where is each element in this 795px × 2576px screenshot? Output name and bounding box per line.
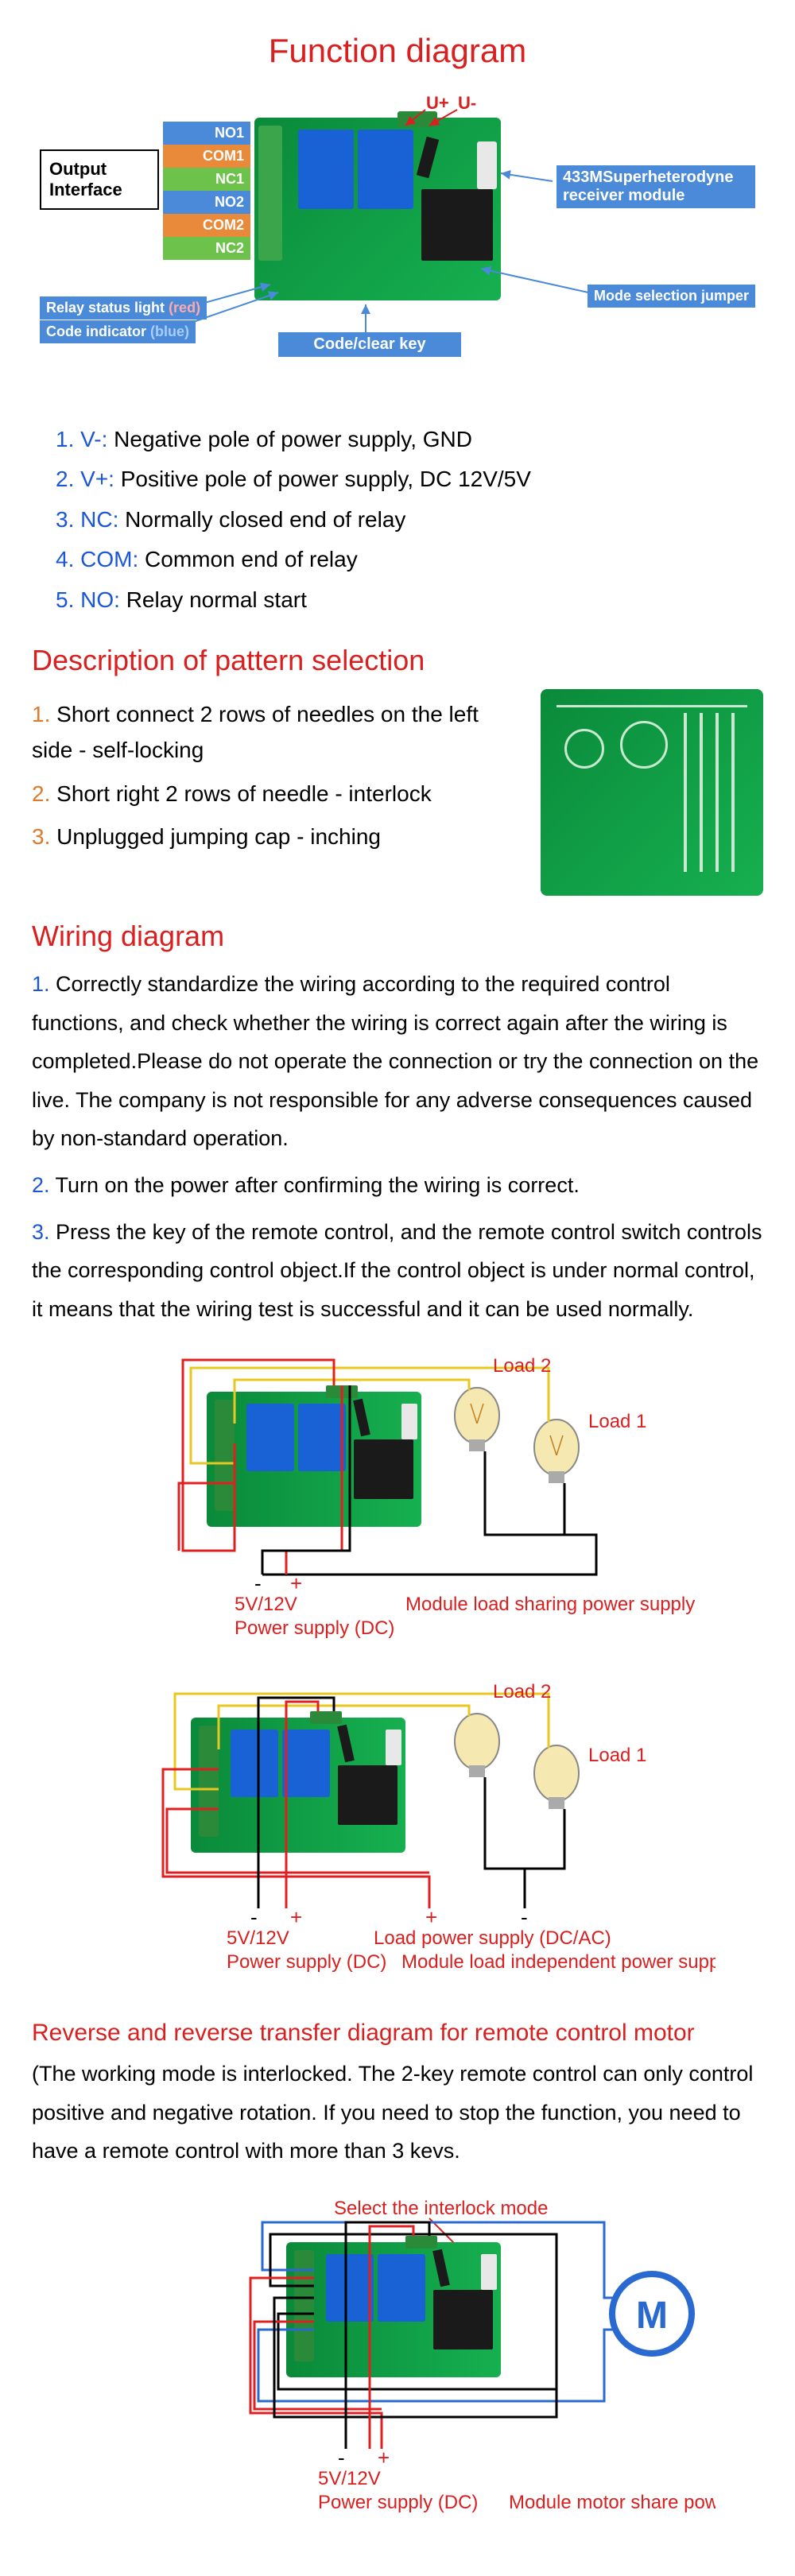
minus-label: - <box>250 1905 258 1929</box>
function-diagram: U+ U- Output Interface NO1 COM1 NC1 NO2 … <box>40 94 755 396</box>
pin-no2: NO2 <box>163 191 250 214</box>
psu-label: Power supply (DC) <box>318 2492 478 2513</box>
step-num: 2. <box>32 1173 50 1197</box>
plus-label: + <box>378 2446 390 2469</box>
code-clear-label: Code/clear key <box>278 332 461 357</box>
wiring-step: 3. Press the key of the remote control, … <box>32 1213 763 1329</box>
interlock-mode-label: Select the interlock mode <box>334 2198 548 2219</box>
psu-label: Power supply (DC) <box>227 1951 386 1973</box>
relay-status-label: Relay status light (red) <box>40 296 207 320</box>
pattern-num: 1. <box>32 702 50 726</box>
code-indicator-suffix: (blue) <box>150 323 189 339</box>
wiring-diagram-independent: Load 2 Load 1 - + + - 5V/12V Load power … <box>32 1678 763 1996</box>
wiring-svg-1: Load 2 Load 1 - + 5V/12V Power supply (D… <box>95 1352 700 1654</box>
pin-com1: COM1 <box>163 145 250 168</box>
minus-label-2: - <box>521 1905 528 1929</box>
step-num: 1. <box>32 972 50 996</box>
pattern-text: Short connect 2 rows of needles on the l… <box>32 702 479 762</box>
page-title: Function diagram <box>32 32 763 70</box>
pin-nc2: NC2 <box>163 237 250 260</box>
minus-label: - <box>338 2446 345 2469</box>
wiring-svg-2: Load 2 Load 1 - + + - 5V/12V Load power … <box>80 1678 716 1996</box>
minus-label: - <box>254 1571 262 1595</box>
plus-label: + <box>290 1571 302 1595</box>
code-indicator-text: Code indicator <box>46 323 146 339</box>
step-num: 3. <box>32 1220 50 1244</box>
pattern-text: Unplugged jumping cap - inching <box>50 824 381 849</box>
wiring-diagram-shared: Load 2 Load 1 - + 5V/12V Power supply (D… <box>32 1352 763 1654</box>
wiring-svg-3: Select the interlock mode M - + 5V/12V P… <box>80 2194 716 2536</box>
load1-label: Load 1 <box>588 1411 646 1432</box>
step-text: Turn on the power after confirming the w… <box>50 1173 580 1197</box>
pattern-title: Description of pattern selection <box>32 644 763 677</box>
motor-title: Reverse and reverse transfer diagram for… <box>32 2020 763 2047</box>
relay-status-suffix: (red) <box>169 300 200 316</box>
legend-item: 1. V-: Negative pole of power supply, GN… <box>56 420 763 459</box>
load2-label: Load 2 <box>493 1681 551 1702</box>
wiring-step: 2. Turn on the power after confirming th… <box>32 1166 763 1205</box>
legend-num: 5. <box>56 587 74 612</box>
relay-status-text: Relay status light <box>46 300 165 316</box>
step-text: Press the key of the remote control, and… <box>32 1220 762 1321</box>
load-psu-label: Load power supply (DC/AC) <box>374 1927 611 1949</box>
legend-num: 1. <box>56 427 74 451</box>
load1-label: Load 1 <box>588 1745 646 1766</box>
code-indicator-label: Code indicator (blue) <box>40 320 196 343</box>
legend-desc: Normally closed end of relay <box>118 507 405 532</box>
legend-desc: Relay normal start <box>120 587 307 612</box>
motor-letter: M <box>636 2295 668 2337</box>
legend-list: 1. V-: Negative pole of power supply, GN… <box>32 420 763 620</box>
pattern-item: 2. Short right 2 rows of needle - interl… <box>32 777 525 812</box>
pattern-list: 1. Short connect 2 rows of needles on th… <box>32 689 525 863</box>
motor-share-label: Module motor share power supply <box>509 2492 716 2513</box>
legend-num: 2. <box>56 467 74 491</box>
output-interface-box: Output Interface <box>40 149 159 210</box>
legend-num: 4. <box>56 547 74 571</box>
voltage-label: 5V/12V <box>227 1927 289 1949</box>
plus-label: + <box>290 1905 302 1929</box>
legend-item: 4. COM: Common end of relay <box>56 540 763 579</box>
pattern-num: 2. <box>32 781 50 806</box>
pattern-text: Short right 2 rows of needle - interlock <box>50 781 431 806</box>
legend-desc: Negative pole of power supply, GND <box>107 427 472 451</box>
independent-label: Module load independent power supply <box>401 1951 716 1973</box>
legend-key: NC: <box>80 507 118 532</box>
shared-label: Module load sharing power supply <box>405 1594 695 1615</box>
pin-no1: NO1 <box>163 122 250 145</box>
wiring-diagram-motor: Select the interlock mode M - + 5V/12V P… <box>32 2194 763 2536</box>
legend-item: 2. V+: Positive pole of power supply, DC… <box>56 459 763 499</box>
pin-labels: NO1 COM1 NC1 NO2 COM2 NC2 <box>163 122 250 260</box>
pattern-item: 1. Short connect 2 rows of needles on th… <box>32 697 525 769</box>
step-text: Correctly standardize the wiring accordi… <box>32 972 758 1150</box>
legend-key: NO: <box>80 587 120 612</box>
mode-jumper-label: Mode selection jumper <box>588 285 755 308</box>
legend-key: COM: <box>80 547 138 571</box>
pcb-back-image <box>541 689 763 896</box>
legend-key: V-: <box>80 427 107 451</box>
voltage-label: 5V/12V <box>235 1594 297 1615</box>
motor-paren-text: (The working mode is interlocked. The 2-… <box>32 2055 763 2171</box>
legend-key: V+: <box>80 467 114 491</box>
pin-com2: COM2 <box>163 214 250 237</box>
output-interface-label: Output Interface <box>49 159 122 199</box>
pcb-image <box>254 118 501 300</box>
load2-label: Load 2 <box>493 1355 551 1377</box>
pattern-item: 3. Unplugged jumping cap - inching <box>32 819 525 855</box>
legend-num: 3. <box>56 507 74 532</box>
plus-label-2: + <box>425 1905 437 1929</box>
u-minus-label: U- <box>452 90 483 117</box>
pattern-row: 1. Short connect 2 rows of needles on th… <box>32 689 763 896</box>
pin-nc1: NC1 <box>163 168 250 191</box>
psu-label: Power supply (DC) <box>235 1617 394 1639</box>
legend-item: 5. NO: Relay normal start <box>56 580 763 620</box>
voltage-label: 5V/12V <box>318 2468 381 2489</box>
legend-desc: Common end of relay <box>138 547 357 571</box>
wiring-step: 1. Correctly standardize the wiring acco… <box>32 965 763 1158</box>
wiring-title: Wiring diagram <box>32 920 763 953</box>
pattern-num: 3. <box>32 824 50 849</box>
legend-desc: Positive pole of power supply, DC 12V/5V <box>114 467 531 491</box>
legend-item: 3. NC: Normally closed end of relay <box>56 500 763 540</box>
receiver-module-label: 433MSuperheterodyne receiver module <box>556 165 755 208</box>
